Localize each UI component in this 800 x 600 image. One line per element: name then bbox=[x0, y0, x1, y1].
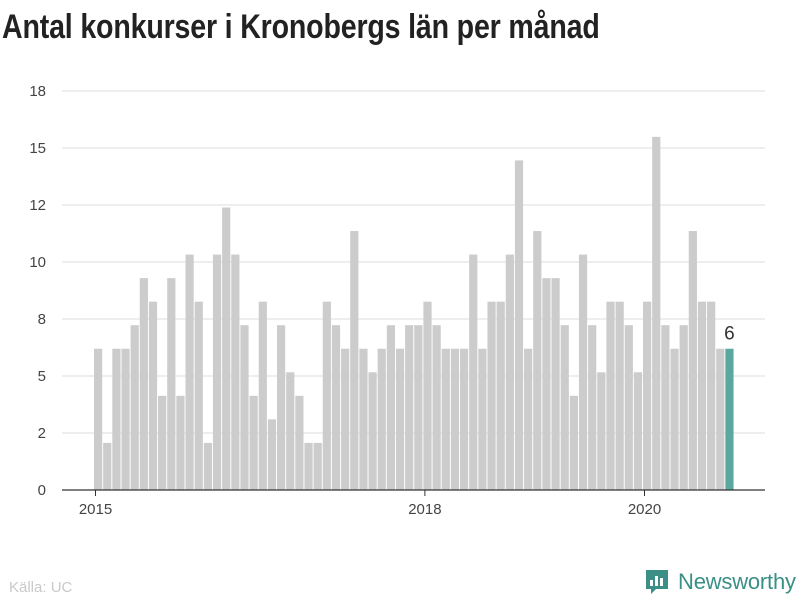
bar bbox=[176, 395, 185, 490]
bar bbox=[560, 325, 569, 490]
bar bbox=[386, 325, 395, 490]
bar bbox=[533, 231, 542, 490]
bar bbox=[240, 325, 249, 490]
bar bbox=[94, 348, 103, 490]
x-tick-label: 2015 bbox=[79, 501, 112, 518]
bar bbox=[514, 160, 524, 490]
bar bbox=[130, 325, 139, 490]
bar bbox=[103, 442, 112, 490]
bar bbox=[441, 348, 450, 490]
bar bbox=[203, 442, 212, 490]
y-tick-label: 5 bbox=[38, 368, 46, 385]
newsworthy-logo-icon bbox=[646, 570, 668, 594]
bar bbox=[460, 348, 469, 490]
bar bbox=[597, 372, 606, 490]
y-tick-label: 0 bbox=[38, 482, 46, 499]
bar bbox=[304, 442, 313, 490]
bar bbox=[469, 254, 478, 490]
bar bbox=[670, 348, 679, 490]
bar bbox=[679, 325, 688, 490]
bar bbox=[478, 348, 487, 490]
bar bbox=[551, 278, 560, 490]
bar bbox=[716, 348, 725, 490]
bar bbox=[707, 301, 716, 490]
bar bbox=[524, 348, 533, 490]
bar bbox=[377, 348, 386, 490]
bar bbox=[121, 348, 130, 490]
bar bbox=[688, 231, 697, 490]
y-tick-label: 15 bbox=[29, 140, 46, 157]
labels: 0 2 5 8 10 12 15 18 6 2015 2018 2020 bbox=[29, 83, 734, 518]
bar bbox=[277, 325, 286, 490]
y-tick-label: 2 bbox=[38, 425, 46, 442]
bar bbox=[295, 395, 304, 490]
bar bbox=[350, 231, 359, 490]
y-tick-label: 10 bbox=[29, 254, 46, 271]
bar bbox=[578, 254, 588, 490]
bar bbox=[652, 136, 661, 491]
bar bbox=[249, 395, 258, 490]
bars bbox=[94, 136, 734, 491]
bar bbox=[148, 301, 158, 490]
bar bbox=[331, 325, 341, 490]
y-tick-label: 12 bbox=[29, 197, 46, 214]
bar bbox=[405, 325, 414, 490]
highlight-value-label: 6 bbox=[724, 324, 735, 345]
bar bbox=[606, 301, 615, 490]
bar bbox=[185, 254, 194, 490]
bar bbox=[615, 301, 624, 490]
bar bbox=[222, 207, 231, 491]
bar bbox=[588, 325, 597, 490]
bar bbox=[139, 278, 148, 490]
bar bbox=[487, 301, 496, 490]
bar bbox=[322, 301, 331, 490]
bar bbox=[496, 301, 505, 490]
x-tick-label: 2018 bbox=[408, 501, 441, 518]
bar bbox=[423, 301, 432, 490]
bar bbox=[158, 395, 167, 490]
bar bbox=[697, 301, 707, 490]
bar bbox=[194, 301, 203, 490]
bar bbox=[258, 301, 267, 490]
bar bbox=[313, 442, 322, 490]
y-tick-label: 8 bbox=[38, 311, 46, 328]
brand-name: Newsworthy bbox=[678, 569, 796, 594]
bar-highlight bbox=[725, 348, 734, 490]
bar bbox=[643, 301, 652, 490]
bar bbox=[624, 325, 633, 490]
y-tick-label: 18 bbox=[29, 83, 46, 100]
bar bbox=[286, 372, 295, 490]
bar bbox=[633, 372, 643, 490]
bar bbox=[432, 325, 441, 490]
brand-logo: Newsworthy bbox=[644, 568, 796, 596]
x-tick-label: 2020 bbox=[628, 501, 661, 518]
chart-title: Antal konkurser i Kronobergs län per mån… bbox=[2, 8, 600, 46]
bar bbox=[661, 325, 670, 490]
bar bbox=[112, 348, 121, 490]
bar bbox=[542, 278, 551, 490]
axes bbox=[62, 489, 765, 496]
bar bbox=[212, 254, 222, 490]
source-note: Källa: UC bbox=[9, 579, 73, 596]
bar bbox=[267, 419, 277, 490]
bar bbox=[414, 325, 423, 490]
bar bbox=[167, 278, 176, 490]
bar bbox=[450, 348, 460, 490]
bar bbox=[231, 254, 240, 490]
bar bbox=[569, 395, 578, 490]
bar bbox=[368, 372, 377, 490]
bar bbox=[359, 348, 368, 490]
bar bbox=[341, 348, 350, 490]
bar bbox=[395, 348, 405, 490]
bar bbox=[505, 254, 514, 490]
